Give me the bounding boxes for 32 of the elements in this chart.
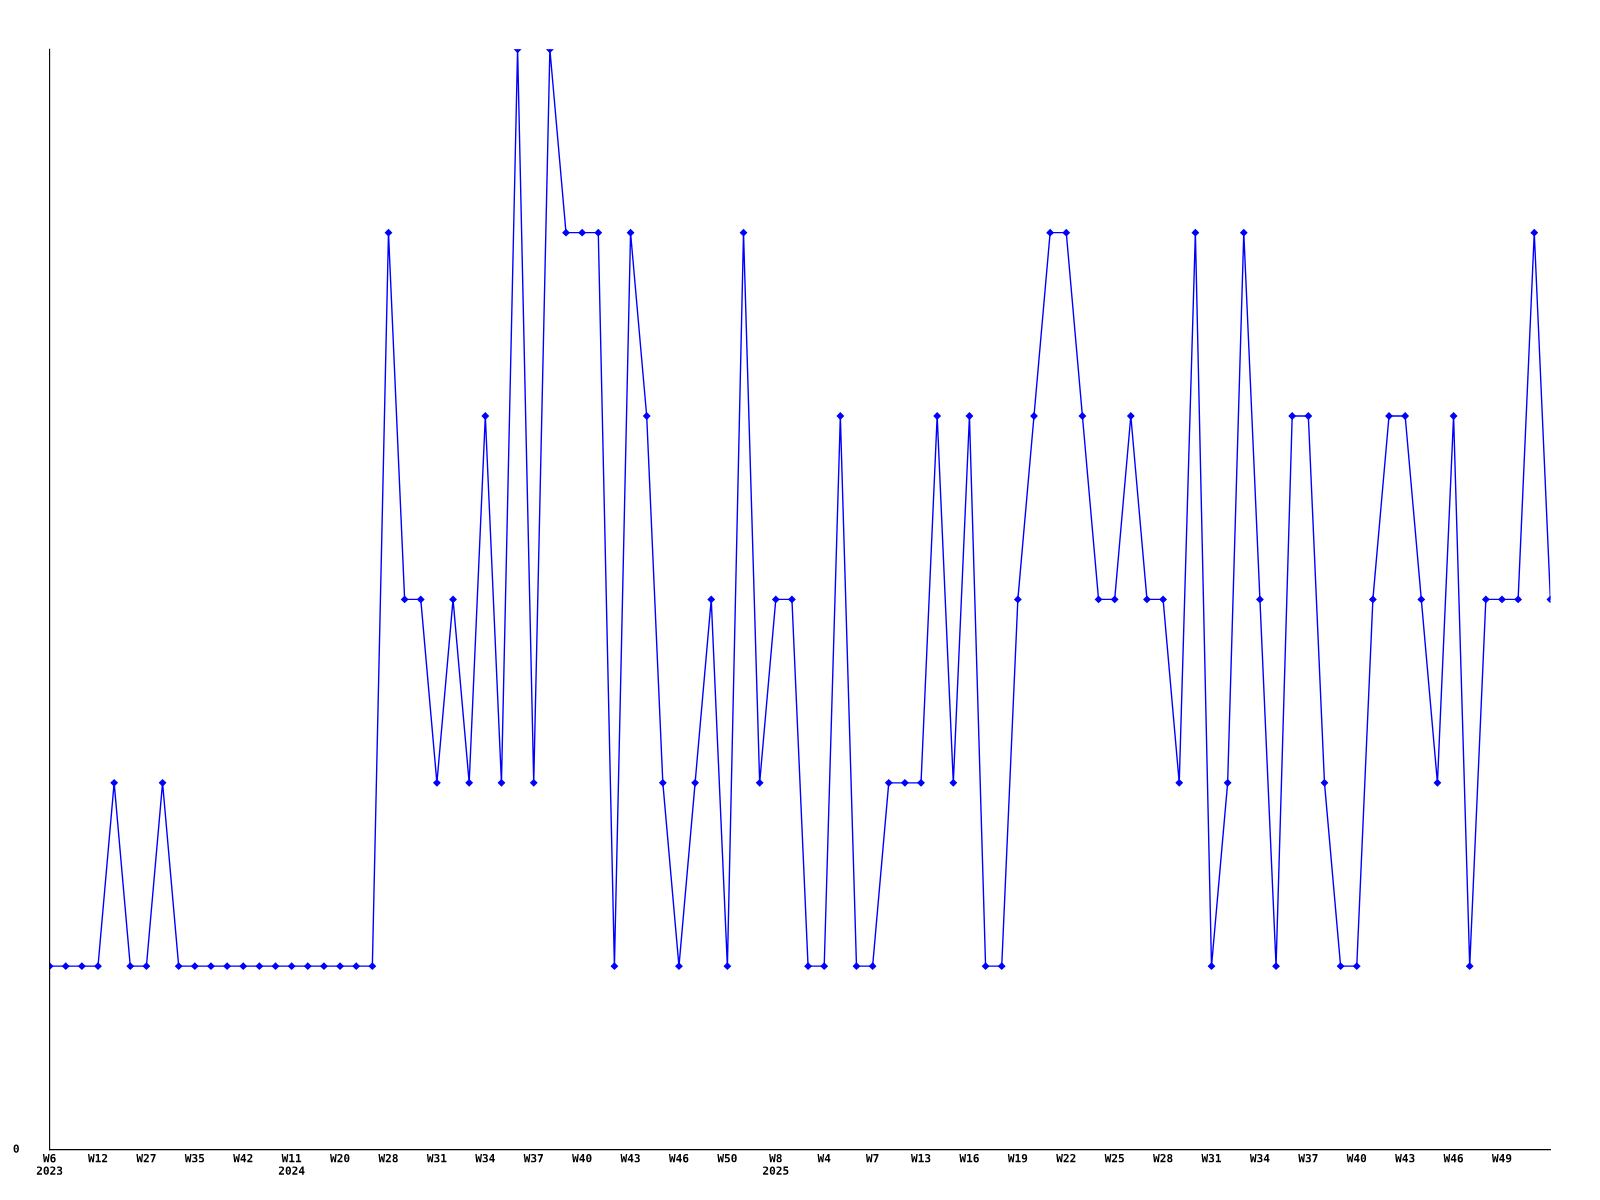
x-tick-label: W35 xyxy=(184,1153,205,1163)
x-tick-label: W43 xyxy=(620,1153,640,1163)
x-tick-label: W28 xyxy=(1153,1153,1173,1163)
x-tick-label: W46 xyxy=(668,1153,689,1163)
x-tick-label: W37 xyxy=(1298,1153,1318,1163)
x-tick-label: W19 xyxy=(1007,1154,1028,1163)
x-tick-label: W7 xyxy=(865,1154,879,1163)
x-tick-label: W40 xyxy=(1346,1153,1367,1163)
x-tick-label: W20 xyxy=(330,1153,350,1163)
x-tick-label: W28 xyxy=(378,1153,398,1163)
x-tick-label: W6 2023 xyxy=(36,1153,63,1175)
x-tick-label: W13 xyxy=(911,1153,931,1163)
x-tick-label: W4 xyxy=(817,1154,831,1163)
x-tick-label: W40 xyxy=(572,1153,592,1163)
x-tick-label: W46 xyxy=(1443,1153,1464,1163)
x-tick-label: W22 xyxy=(1056,1153,1076,1163)
x-tick-label: W34 xyxy=(475,1153,495,1163)
x-tick-label: W42 xyxy=(233,1153,253,1163)
x-tick-label: W43 xyxy=(1395,1153,1415,1163)
x-tick-label: W25 xyxy=(1104,1153,1124,1163)
x-tick-label: W8 2025 xyxy=(763,1153,789,1175)
x-tick-label: W37 xyxy=(523,1153,543,1163)
text: 0 xyxy=(13,1144,19,1153)
x-tick-label: W31 xyxy=(1201,1153,1222,1163)
x-tick-label: W12 xyxy=(87,1153,108,1163)
x-tick-label: W49 xyxy=(1491,1154,1512,1163)
x-tick-label: W11 2024 xyxy=(278,1154,305,1175)
x-tick-label: W27 xyxy=(136,1153,156,1163)
x-tick-label: W34 xyxy=(1249,1153,1270,1163)
x-tick-label: W16 xyxy=(959,1153,979,1163)
x-tick-label: W31 xyxy=(426,1153,447,1163)
x-tick-label: W50 xyxy=(717,1153,737,1163)
